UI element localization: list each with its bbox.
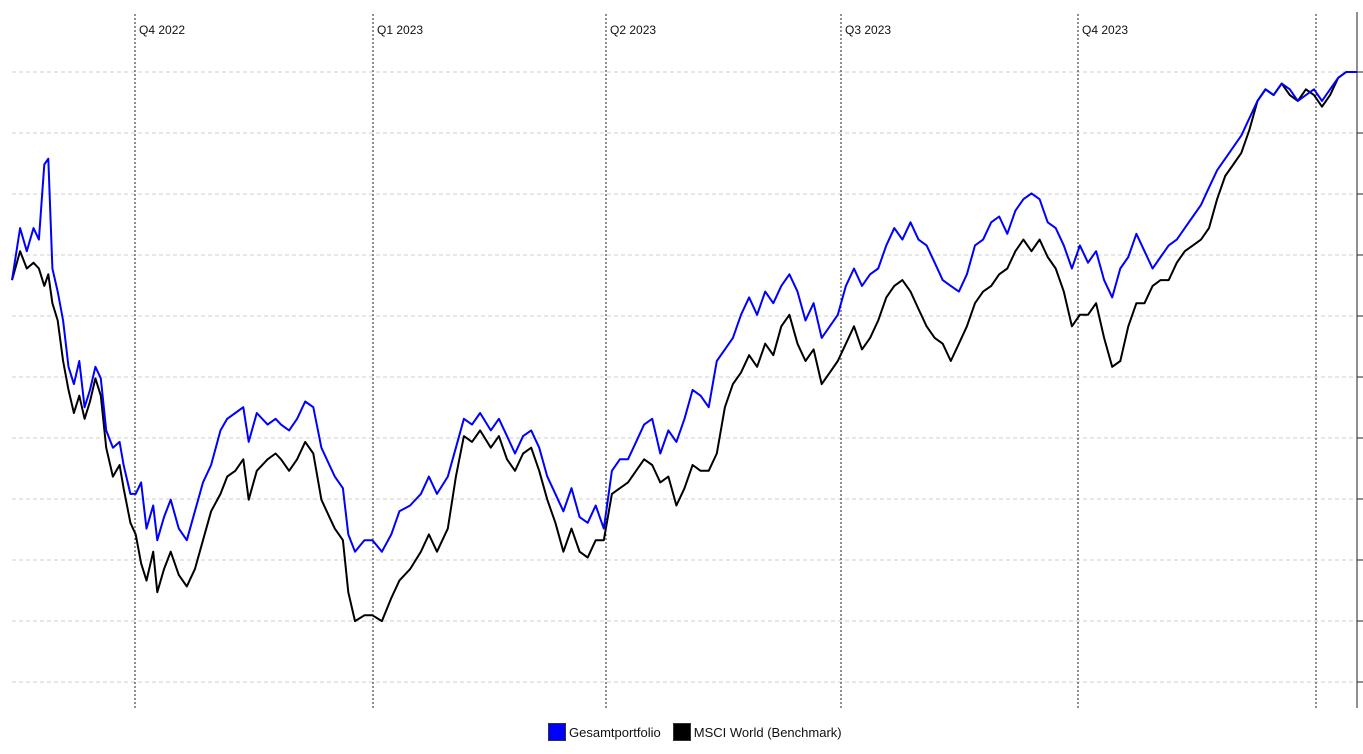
legend: Gesamtportfolio MSCI World (Benchmark) — [548, 721, 854, 743]
quarter-dividers — [134, 14, 1317, 708]
series-line-msci-world — [11, 71, 1357, 623]
legend-label-msci-world: MSCI World (Benchmark) — [693, 724, 842, 740]
legend-swatch-blue — [548, 723, 566, 741]
quarter-label-q4-2022: Q4 2022 — [139, 23, 185, 37]
series-line-gesamtportfolio — [11, 71, 1357, 553]
quarter-labels: Q4 2022 Q1 2023 Q2 2023 Q3 2023 Q4 2023 — [139, 23, 1128, 37]
legend-item-msci-world: MSCI World (Benchmark) — [672, 723, 842, 741]
quarter-label-q1-2023: Q1 2023 — [377, 23, 423, 37]
series-lines — [11, 71, 1357, 623]
legend-label-gesamtportfolio: Gesamtportfolio — [569, 724, 661, 740]
right-axis-ticks — [1357, 71, 1363, 683]
horizontal-gridlines — [12, 71, 1355, 683]
quarter-label-q3-2023: Q3 2023 — [845, 23, 891, 37]
quarter-label-q2-2023: Q2 2023 — [610, 23, 656, 37]
legend-item-gesamtportfolio: Gesamtportfolio — [548, 723, 661, 741]
legend-swatch-black — [672, 723, 691, 741]
line-chart: Q4 2022 Q1 2023 Q2 2023 Q3 2023 Q4 2023 — [11, 12, 1363, 708]
quarter-label-q4-2023: Q4 2023 — [1082, 23, 1128, 37]
